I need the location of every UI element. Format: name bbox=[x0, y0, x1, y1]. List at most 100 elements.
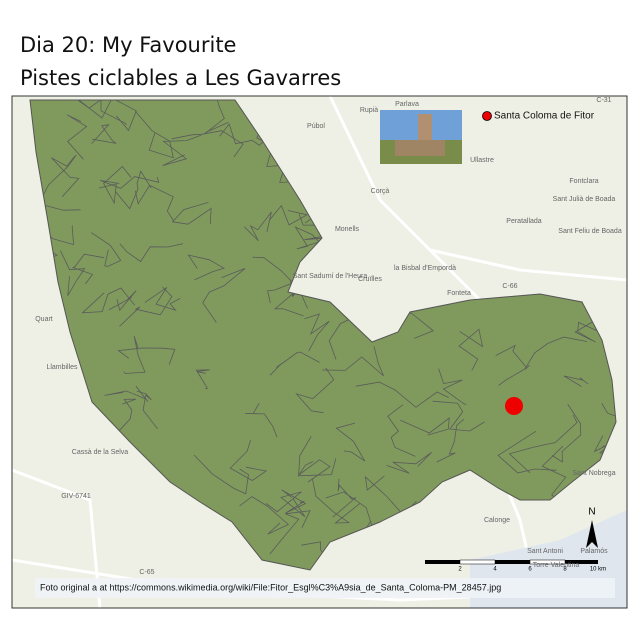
trail bbox=[60, 250, 86, 296]
trail bbox=[304, 313, 330, 352]
place-label: Llambilles bbox=[46, 364, 78, 371]
trail bbox=[563, 375, 589, 388]
trail bbox=[171, 202, 212, 225]
trail bbox=[574, 317, 600, 343]
trail bbox=[104, 386, 149, 403]
trail bbox=[335, 422, 366, 462]
scale-label: 10 km bbox=[590, 567, 606, 573]
trail bbox=[432, 400, 485, 432]
location-marker bbox=[505, 397, 523, 415]
photo-church bbox=[395, 140, 445, 156]
place-label: Ullastre bbox=[470, 157, 494, 164]
trail bbox=[134, 111, 174, 159]
caption: Foto original a at https://commons.wikim… bbox=[40, 582, 501, 592]
title-line1: Dia 20: My Favourite bbox=[20, 33, 236, 57]
trail bbox=[281, 489, 307, 514]
trail bbox=[312, 478, 361, 524]
trail bbox=[387, 404, 416, 457]
north-label: N bbox=[588, 507, 595, 518]
trail bbox=[100, 176, 160, 189]
place-label: Sant Julià de Boada bbox=[553, 196, 616, 203]
trail bbox=[66, 114, 88, 160]
trail bbox=[239, 496, 290, 535]
trail bbox=[119, 286, 173, 327]
trail bbox=[438, 368, 467, 405]
trail bbox=[269, 510, 311, 555]
trail bbox=[117, 347, 176, 365]
trail bbox=[355, 381, 449, 408]
place-label: Palamós bbox=[580, 548, 608, 555]
trail bbox=[98, 165, 132, 205]
map-frame bbox=[11, 95, 628, 609]
place-label: Fontclara bbox=[569, 178, 598, 185]
legend-marker bbox=[482, 111, 492, 121]
trail bbox=[119, 243, 183, 263]
trail bbox=[252, 256, 308, 309]
trail bbox=[51, 155, 80, 197]
trail bbox=[187, 254, 226, 281]
place-label: C-65 bbox=[139, 569, 154, 576]
place-label: Calonge bbox=[484, 517, 510, 524]
scale-label: 6 bbox=[528, 567, 532, 573]
trail bbox=[112, 398, 136, 439]
trail bbox=[436, 418, 465, 463]
place-label: C-31 bbox=[596, 97, 611, 104]
trail bbox=[265, 491, 306, 518]
trail bbox=[332, 478, 357, 518]
trail bbox=[298, 436, 331, 483]
trail bbox=[193, 454, 249, 495]
trail bbox=[219, 123, 277, 146]
trail bbox=[66, 100, 127, 126]
scale-bar: 2 4 6 8 10 km bbox=[425, 559, 606, 573]
place-label: Púbol bbox=[307, 123, 325, 130]
trail bbox=[202, 268, 246, 323]
scale-label: 4 bbox=[493, 567, 497, 573]
place-label: Rupià bbox=[360, 107, 378, 114]
place-label: Corçà bbox=[371, 188, 390, 195]
place-label: Monells bbox=[335, 226, 360, 233]
trail bbox=[204, 100, 229, 135]
scale-label: 2 bbox=[458, 567, 462, 573]
trail bbox=[38, 154, 81, 211]
trail bbox=[601, 402, 616, 455]
trail bbox=[144, 287, 181, 311]
place-label: C-66 bbox=[502, 283, 517, 290]
trail bbox=[495, 344, 528, 386]
trail bbox=[71, 253, 105, 285]
trail bbox=[295, 367, 335, 414]
trail bbox=[108, 290, 137, 311]
trail bbox=[273, 279, 304, 317]
trail bbox=[458, 328, 484, 371]
trail bbox=[162, 134, 202, 166]
place-label: Peratallada bbox=[506, 218, 542, 225]
trail bbox=[508, 414, 578, 474]
trail bbox=[400, 417, 450, 436]
trail bbox=[136, 390, 158, 430]
trail bbox=[294, 226, 319, 250]
trail bbox=[386, 451, 432, 474]
caption-box bbox=[35, 578, 615, 598]
place-label: Fonteta bbox=[447, 290, 471, 297]
place-label: Cruïlles bbox=[358, 276, 382, 283]
trail bbox=[114, 170, 152, 210]
trail bbox=[551, 403, 582, 463]
place-label: Sant Antoni bbox=[527, 548, 563, 555]
place-label: Quart bbox=[35, 316, 53, 323]
place-label: Torre Valentina bbox=[533, 562, 580, 569]
trail bbox=[81, 287, 136, 314]
map: Santa Coloma de Fitor 2 4 6 8 10 km N Rupià P… bbox=[12, 96, 627, 608]
trail bbox=[297, 458, 337, 477]
trail bbox=[91, 232, 122, 267]
trail bbox=[269, 351, 320, 376]
place-label: Parlava bbox=[395, 101, 419, 108]
trail bbox=[195, 369, 210, 390]
title-line2: Pistes ciclables a Les Gavarres bbox=[20, 66, 341, 90]
place-label: la Bisbal d'Empordà bbox=[394, 265, 456, 272]
trail bbox=[229, 439, 268, 481]
trail bbox=[497, 430, 557, 474]
place-label: GIV-6741 bbox=[61, 493, 91, 500]
trail bbox=[268, 204, 309, 226]
legend-label: Santa Coloma de Fitor bbox=[494, 111, 595, 122]
place-label: Sant Feliu de Boada bbox=[558, 228, 622, 235]
